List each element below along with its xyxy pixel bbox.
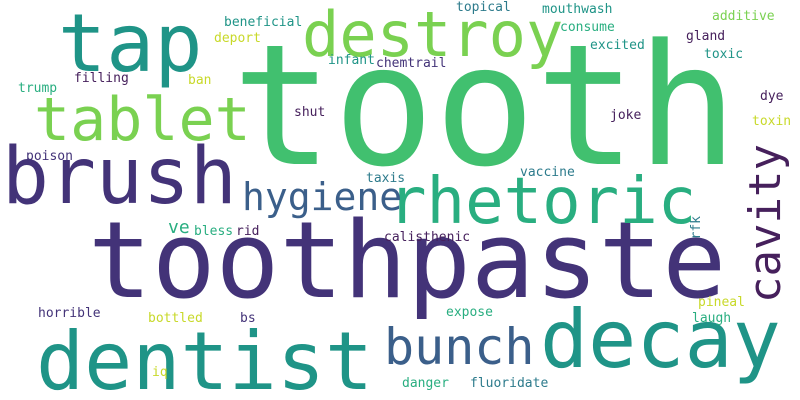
word-destroy: destroy <box>302 0 564 71</box>
word-calisthenic: calisthenic <box>384 230 471 245</box>
word-trump: trump <box>18 81 58 96</box>
word-decay: decay <box>540 293 781 386</box>
word-horrible: horrible <box>38 306 101 321</box>
word-bottled: bottled <box>148 311 203 326</box>
word-laugh: laugh <box>692 311 732 326</box>
word-filling: filling <box>74 71 129 86</box>
word-joke: joke <box>610 108 642 123</box>
word-poison: poison <box>26 149 73 164</box>
word-shut: shut <box>294 105 326 120</box>
word-rhetoric: rhetoric <box>388 165 697 239</box>
word-topical: topical <box>456 0 511 15</box>
word-toxic: toxic <box>704 47 744 62</box>
word-bunch: bunch <box>384 318 535 376</box>
word-toxin: toxin <box>752 114 792 129</box>
word-danger: danger <box>402 376 449 391</box>
word-chemtrail: chemtrail <box>376 56 447 71</box>
word-cavity: cavity <box>740 144 791 303</box>
word-fluoridate: fluoridate <box>470 376 549 391</box>
word-pineal: pineal <box>698 295 745 310</box>
word-mouthwash: mouthwash <box>542 2 613 17</box>
word-taxis: taxis <box>366 171 406 186</box>
word-dentist: dentist <box>36 315 374 400</box>
word-rid: rid <box>236 224 260 239</box>
word-tap: tap <box>58 0 203 90</box>
word-brush: brush <box>2 132 237 222</box>
word-rfk: rfk <box>689 216 704 240</box>
word-deport: deport <box>214 31 261 46</box>
word-vaccine: vaccine <box>520 165 575 180</box>
word-bless: bless <box>194 224 234 239</box>
word-ban: ban <box>188 73 212 88</box>
word-excited: excited <box>590 38 645 53</box>
word-infant: infant <box>328 53 375 68</box>
word-tablet: tablet <box>34 85 251 155</box>
word-expose: expose <box>446 305 493 320</box>
word-additive: additive <box>712 9 775 24</box>
word-bs: bs <box>240 311 256 326</box>
word-iq: iq <box>152 365 168 380</box>
word-dye: dye <box>760 89 784 104</box>
word-toothpaste: toothpaste <box>88 199 727 322</box>
word-tooth: tooth <box>232 8 738 204</box>
word-hygiene: hygiene <box>242 175 403 219</box>
word-consume: consume <box>560 20 615 35</box>
word-beneficial: beneficial <box>224 15 303 30</box>
word-ve: ve <box>168 217 190 238</box>
word-gland: gland <box>686 29 726 44</box>
